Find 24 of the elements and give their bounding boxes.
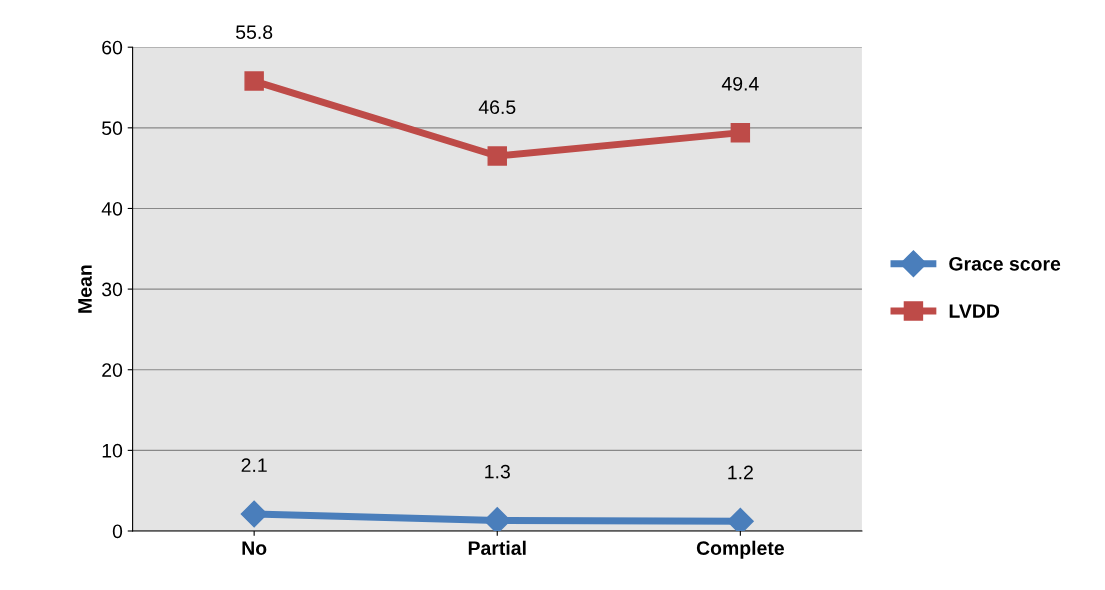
x-tick-label: Partial <box>468 540 526 555</box>
y-tick-label: 40 <box>101 201 123 216</box>
point <box>244 71 264 91</box>
legend-label: LVDD <box>949 304 1000 318</box>
data-label: 55.8 <box>236 25 273 40</box>
data-label: 46.5 <box>478 100 516 115</box>
y-tick-label: 30 <box>101 282 123 297</box>
legend-label: Grace score <box>949 256 1061 271</box>
y-tick-label: 10 <box>102 443 123 458</box>
y-tick-label: 20 <box>102 363 123 377</box>
point <box>483 507 511 531</box>
y-axis-title: Mean <box>78 265 92 313</box>
x-tick-label: No <box>242 541 267 555</box>
x-tick-label: Complete <box>696 540 784 559</box>
y-tick-label: 60 <box>102 40 123 55</box>
data-label: 1.3 <box>485 464 510 479</box>
data-label: 2.1 <box>241 458 267 472</box>
y-tick-label: 0 <box>112 524 123 539</box>
point <box>730 122 751 143</box>
data-label: 49.4 <box>721 76 759 91</box>
data-label: 1.2 <box>728 465 753 480</box>
point <box>240 500 268 528</box>
y-tick-label: 50 <box>102 121 123 136</box>
point <box>487 146 507 166</box>
